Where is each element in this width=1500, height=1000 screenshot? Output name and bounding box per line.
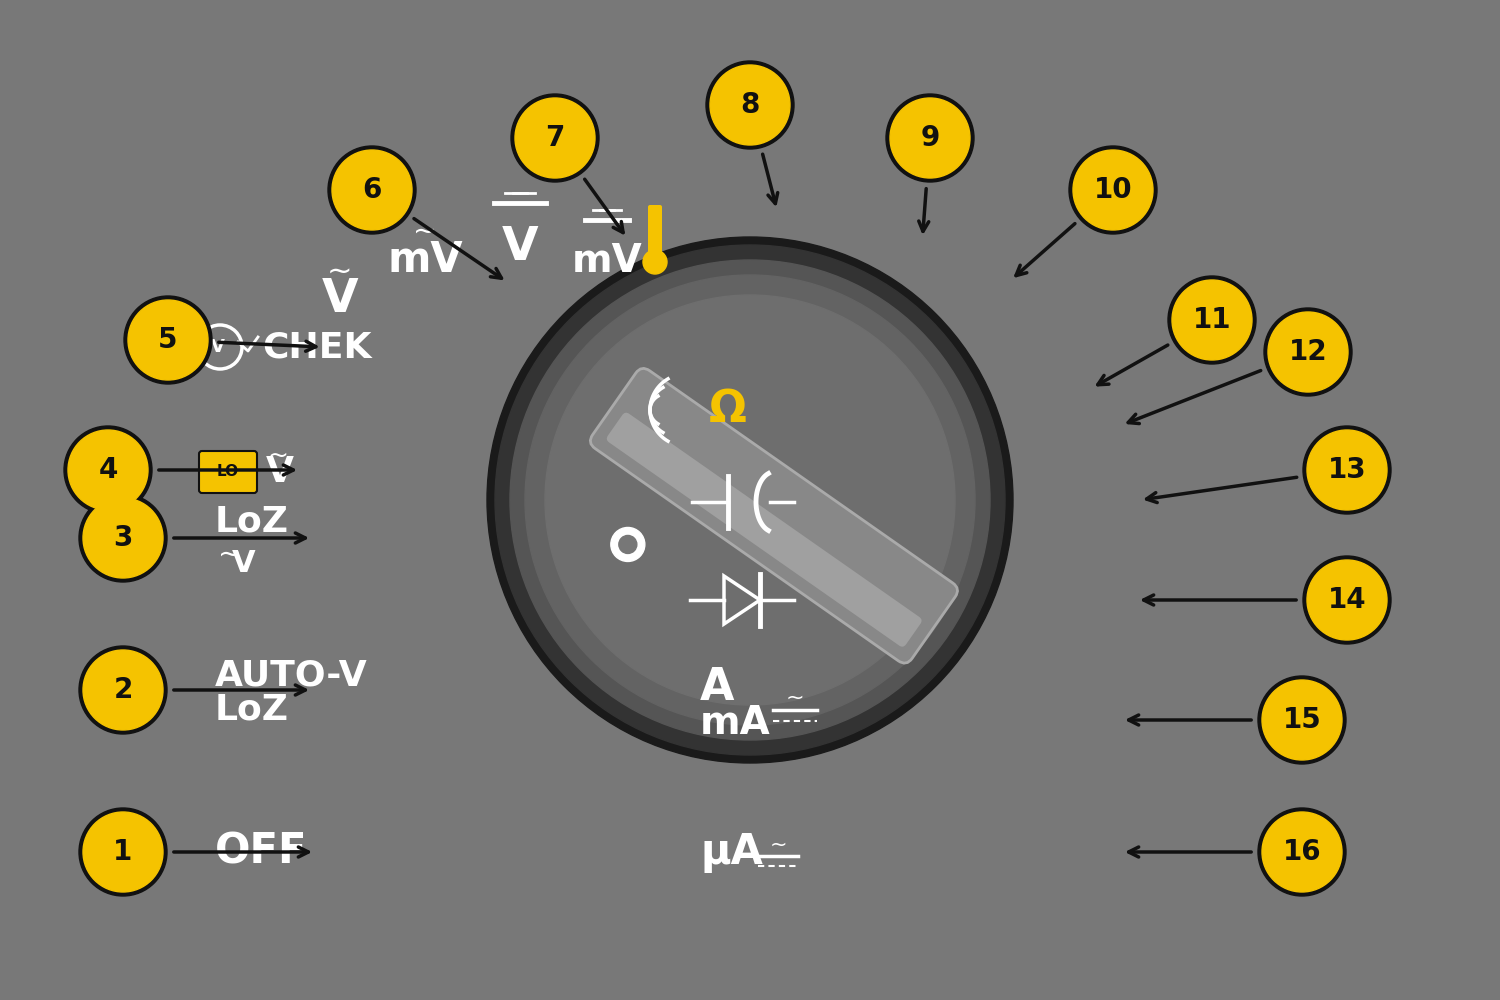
- Circle shape: [80, 494, 166, 582]
- Circle shape: [64, 426, 152, 514]
- Text: V: V: [501, 225, 538, 270]
- Text: LoZ: LoZ: [214, 505, 290, 539]
- Text: ~: ~: [327, 257, 352, 286]
- Circle shape: [124, 296, 211, 384]
- Text: 1: 1: [114, 838, 132, 866]
- Text: ~: ~: [414, 218, 436, 246]
- Text: 9: 9: [921, 124, 939, 152]
- Circle shape: [1306, 430, 1388, 510]
- Text: 13: 13: [1328, 456, 1366, 484]
- Circle shape: [1070, 146, 1156, 234]
- Text: 8: 8: [741, 91, 759, 119]
- Circle shape: [1168, 276, 1256, 364]
- Text: CHEK: CHEK: [262, 330, 372, 364]
- Text: Ω: Ω: [710, 388, 747, 432]
- Text: ~: ~: [770, 835, 786, 855]
- Text: mV: mV: [387, 239, 464, 281]
- Circle shape: [706, 61, 794, 149]
- Circle shape: [128, 300, 209, 380]
- Text: 14: 14: [1328, 586, 1366, 614]
- Circle shape: [82, 812, 164, 892]
- FancyBboxPatch shape: [591, 368, 957, 663]
- Circle shape: [710, 65, 791, 145]
- Circle shape: [890, 98, 971, 178]
- FancyBboxPatch shape: [648, 205, 662, 264]
- Circle shape: [1172, 280, 1252, 360]
- Circle shape: [525, 275, 975, 725]
- Circle shape: [328, 146, 416, 234]
- Circle shape: [80, 808, 166, 896]
- Text: V: V: [266, 455, 294, 489]
- Circle shape: [1304, 426, 1390, 514]
- Text: 12: 12: [1288, 338, 1328, 366]
- Text: ~: ~: [786, 688, 804, 708]
- Text: 10: 10: [1094, 176, 1132, 204]
- Text: 2: 2: [114, 676, 132, 704]
- Text: 7: 7: [546, 124, 564, 152]
- Circle shape: [1268, 312, 1348, 392]
- Circle shape: [82, 650, 164, 730]
- Text: V: V: [211, 338, 225, 356]
- Text: OFF: OFF: [214, 831, 308, 873]
- Circle shape: [1262, 812, 1342, 892]
- Text: A: A: [700, 666, 735, 708]
- Text: μA: μA: [700, 831, 764, 873]
- Circle shape: [488, 237, 1012, 763]
- Circle shape: [1264, 308, 1352, 396]
- Text: 4: 4: [99, 456, 117, 484]
- Circle shape: [886, 94, 974, 182]
- Circle shape: [332, 150, 412, 230]
- Text: V: V: [321, 277, 358, 322]
- Text: 11: 11: [1192, 306, 1231, 334]
- Circle shape: [1262, 680, 1342, 760]
- Circle shape: [620, 535, 638, 553]
- Text: V: V: [232, 548, 255, 578]
- Text: 5: 5: [159, 326, 177, 354]
- Circle shape: [1072, 150, 1154, 230]
- Text: LoZ: LoZ: [214, 693, 290, 727]
- Circle shape: [510, 260, 990, 740]
- Text: mA: mA: [700, 704, 771, 742]
- Text: 15: 15: [1282, 706, 1322, 734]
- Circle shape: [80, 646, 166, 734]
- Text: mV: mV: [572, 242, 642, 280]
- Circle shape: [1258, 808, 1346, 896]
- Text: 6: 6: [363, 176, 381, 204]
- Circle shape: [610, 527, 645, 561]
- Circle shape: [495, 245, 1005, 755]
- Circle shape: [514, 98, 596, 178]
- Circle shape: [82, 498, 164, 578]
- Text: 16: 16: [1282, 838, 1322, 866]
- Circle shape: [644, 250, 668, 274]
- Circle shape: [1258, 676, 1346, 764]
- Circle shape: [512, 94, 598, 182]
- FancyBboxPatch shape: [608, 413, 921, 647]
- FancyBboxPatch shape: [200, 451, 256, 493]
- Text: ~: ~: [267, 444, 288, 468]
- Text: AUTO-V: AUTO-V: [214, 658, 368, 692]
- Text: ~: ~: [217, 541, 242, 569]
- Text: 3: 3: [114, 524, 132, 552]
- Circle shape: [68, 430, 148, 510]
- Text: LO: LO: [217, 464, 238, 480]
- Circle shape: [1304, 556, 1390, 644]
- Circle shape: [544, 295, 956, 705]
- Circle shape: [1306, 560, 1388, 640]
